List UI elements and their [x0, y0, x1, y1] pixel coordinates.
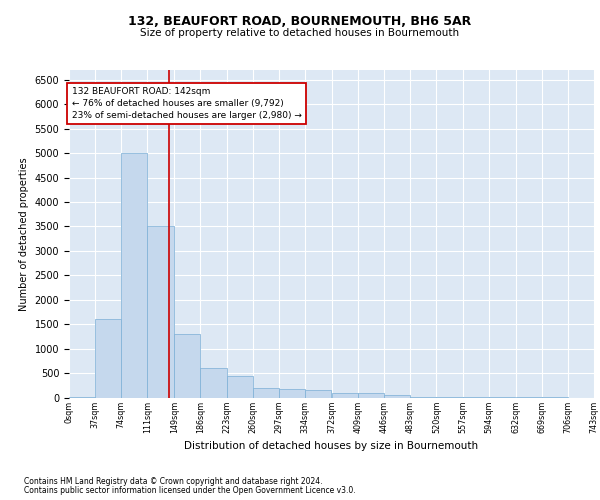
Y-axis label: Number of detached properties: Number of detached properties — [19, 157, 29, 310]
Text: Size of property relative to detached houses in Bournemouth: Size of property relative to detached ho… — [140, 28, 460, 38]
Bar — [227, 376, 253, 398]
Bar — [200, 368, 227, 398]
Bar — [95, 320, 121, 398]
Bar — [253, 388, 279, 398]
Bar — [279, 389, 305, 398]
Bar — [148, 226, 173, 398]
Text: Contains HM Land Registry data © Crown copyright and database right 2024.: Contains HM Land Registry data © Crown c… — [24, 477, 323, 486]
Bar — [332, 392, 358, 398]
Bar — [121, 153, 148, 398]
Bar — [305, 390, 331, 398]
Text: 132, BEAUFORT ROAD, BOURNEMOUTH, BH6 5AR: 132, BEAUFORT ROAD, BOURNEMOUTH, BH6 5AR — [128, 15, 472, 28]
Bar — [384, 395, 410, 398]
Text: Contains public sector information licensed under the Open Government Licence v3: Contains public sector information licen… — [24, 486, 356, 495]
Bar — [358, 392, 384, 398]
X-axis label: Distribution of detached houses by size in Bournemouth: Distribution of detached houses by size … — [184, 441, 479, 451]
Text: 132 BEAUFORT ROAD: 142sqm
← 76% of detached houses are smaller (9,792)
23% of se: 132 BEAUFORT ROAD: 142sqm ← 76% of detac… — [72, 87, 302, 120]
Bar — [174, 334, 200, 398]
